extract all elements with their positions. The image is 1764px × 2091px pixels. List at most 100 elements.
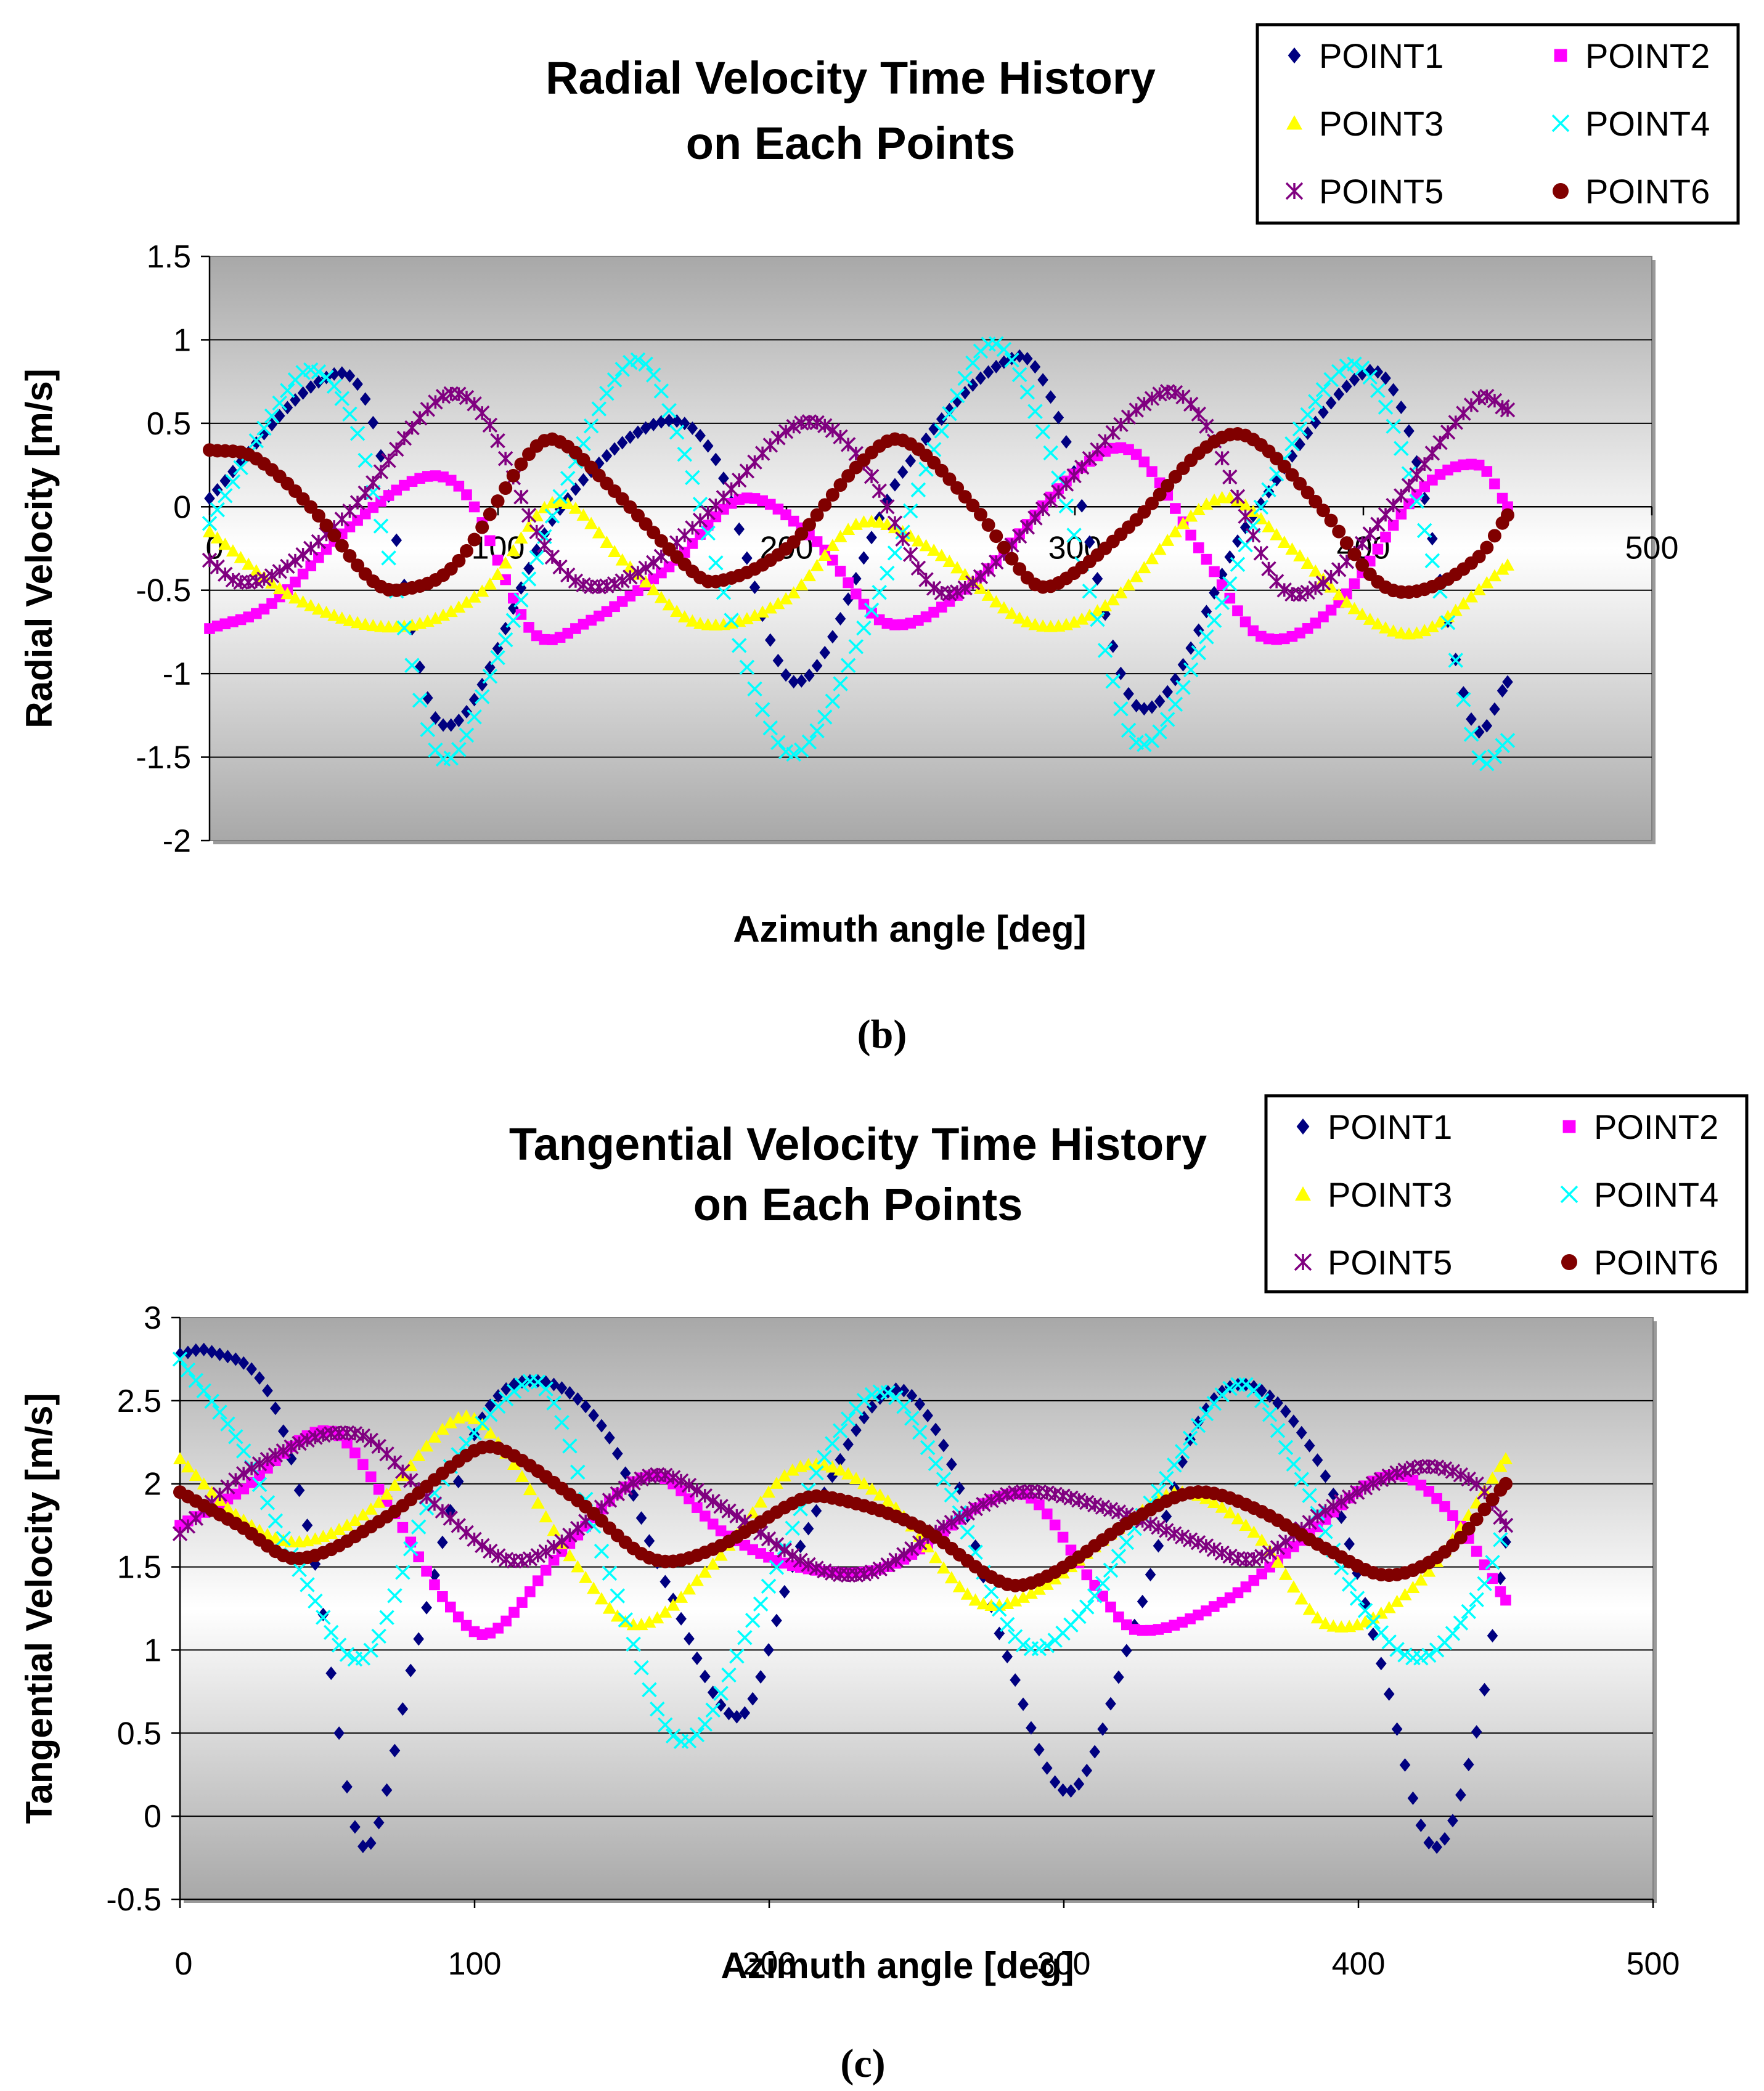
data-point bbox=[490, 650, 505, 666]
data-point bbox=[513, 489, 529, 505]
legend-label-point4: POINT4 bbox=[1594, 1175, 1718, 1214]
data-point bbox=[357, 1840, 369, 1854]
data-point bbox=[710, 452, 722, 467]
data-point bbox=[587, 1581, 601, 1594]
data-point bbox=[1461, 1522, 1476, 1536]
data-point bbox=[786, 418, 801, 434]
data-point bbox=[1254, 1549, 1270, 1564]
data-point bbox=[764, 633, 776, 647]
data-point bbox=[522, 1551, 538, 1567]
data-point bbox=[1105, 674, 1121, 689]
data-point bbox=[420, 1439, 434, 1452]
data-point bbox=[695, 428, 706, 442]
data-point bbox=[1366, 1611, 1380, 1624]
data-point bbox=[343, 548, 357, 563]
y-tick-label: 1 bbox=[173, 322, 191, 358]
data-point bbox=[802, 569, 816, 582]
data-point bbox=[491, 494, 505, 508]
data-point bbox=[1419, 491, 1431, 505]
legend-marker-point5 bbox=[1285, 182, 1304, 200]
data-point bbox=[804, 668, 815, 682]
data-point bbox=[944, 402, 955, 417]
series-point6 bbox=[203, 427, 1514, 599]
data-point bbox=[630, 565, 646, 581]
data-point bbox=[1469, 1512, 1484, 1526]
data-point bbox=[934, 548, 949, 561]
data-point bbox=[319, 605, 333, 618]
data-point bbox=[1349, 1485, 1365, 1500]
data-point bbox=[949, 388, 965, 404]
data-point bbox=[1431, 1840, 1442, 1854]
data-point bbox=[1481, 466, 1493, 477]
data-point bbox=[1256, 497, 1267, 511]
data-point bbox=[547, 513, 558, 528]
data-point bbox=[571, 1560, 585, 1573]
data-point bbox=[1167, 696, 1183, 712]
y-tick-label: 3 bbox=[144, 1300, 161, 1336]
data-point bbox=[492, 555, 504, 566]
data-point bbox=[1082, 584, 1098, 599]
data-point bbox=[546, 1539, 561, 1555]
data-point bbox=[1272, 1396, 1283, 1410]
data-point bbox=[1270, 528, 1284, 540]
data-point bbox=[1113, 701, 1129, 717]
data-point bbox=[677, 610, 692, 622]
data-point bbox=[888, 1552, 904, 1568]
data-point bbox=[1394, 441, 1409, 456]
data-point bbox=[276, 1443, 292, 1459]
data-point bbox=[606, 576, 623, 592]
data-point bbox=[1302, 426, 1313, 440]
data-point bbox=[1011, 367, 1027, 383]
data-point bbox=[965, 355, 981, 371]
data-point bbox=[761, 1531, 777, 1547]
data-point bbox=[1138, 702, 1150, 716]
data-point bbox=[929, 1551, 943, 1563]
data-point bbox=[267, 1513, 284, 1529]
data-point bbox=[1167, 1526, 1182, 1541]
data-point bbox=[554, 1533, 570, 1549]
data-point bbox=[809, 415, 825, 431]
data-point bbox=[430, 711, 441, 725]
data-point bbox=[287, 553, 303, 569]
data-point bbox=[872, 584, 887, 600]
data-point bbox=[546, 1395, 561, 1411]
data-point bbox=[1386, 418, 1401, 434]
data-point bbox=[796, 674, 807, 688]
data-point bbox=[576, 508, 590, 521]
data-point bbox=[508, 1607, 520, 1618]
data-point bbox=[1122, 578, 1136, 591]
data-point bbox=[646, 367, 661, 383]
data-point bbox=[965, 575, 981, 590]
data-point bbox=[373, 464, 389, 479]
data-point bbox=[1325, 396, 1337, 410]
data-point bbox=[1455, 1788, 1466, 1802]
data-point bbox=[507, 1457, 521, 1470]
data-point bbox=[609, 442, 620, 456]
data-point bbox=[333, 1726, 345, 1740]
data-point bbox=[337, 366, 348, 380]
data-point bbox=[685, 470, 700, 486]
data-point bbox=[1123, 687, 1134, 701]
data-point bbox=[848, 639, 864, 654]
data-point bbox=[523, 622, 534, 633]
data-point bbox=[920, 432, 932, 446]
data-point bbox=[914, 1397, 926, 1411]
data-point bbox=[936, 1561, 950, 1574]
data-point bbox=[1081, 1763, 1093, 1777]
data-point bbox=[953, 1482, 965, 1496]
y-tick-label: 0.5 bbox=[147, 406, 191, 442]
data-point bbox=[864, 602, 880, 618]
data-point bbox=[811, 536, 823, 547]
data-point bbox=[857, 1477, 871, 1490]
data-point bbox=[843, 577, 854, 589]
data-point bbox=[413, 1632, 424, 1646]
data-point bbox=[452, 553, 466, 568]
data-point bbox=[210, 531, 224, 544]
data-point bbox=[697, 1716, 713, 1732]
data-point bbox=[222, 1350, 234, 1364]
data-point bbox=[272, 564, 287, 579]
data-point bbox=[461, 489, 472, 500]
data-point bbox=[1159, 712, 1175, 727]
data-point bbox=[280, 383, 295, 398]
legend-marker-point4 bbox=[1560, 1185, 1578, 1204]
